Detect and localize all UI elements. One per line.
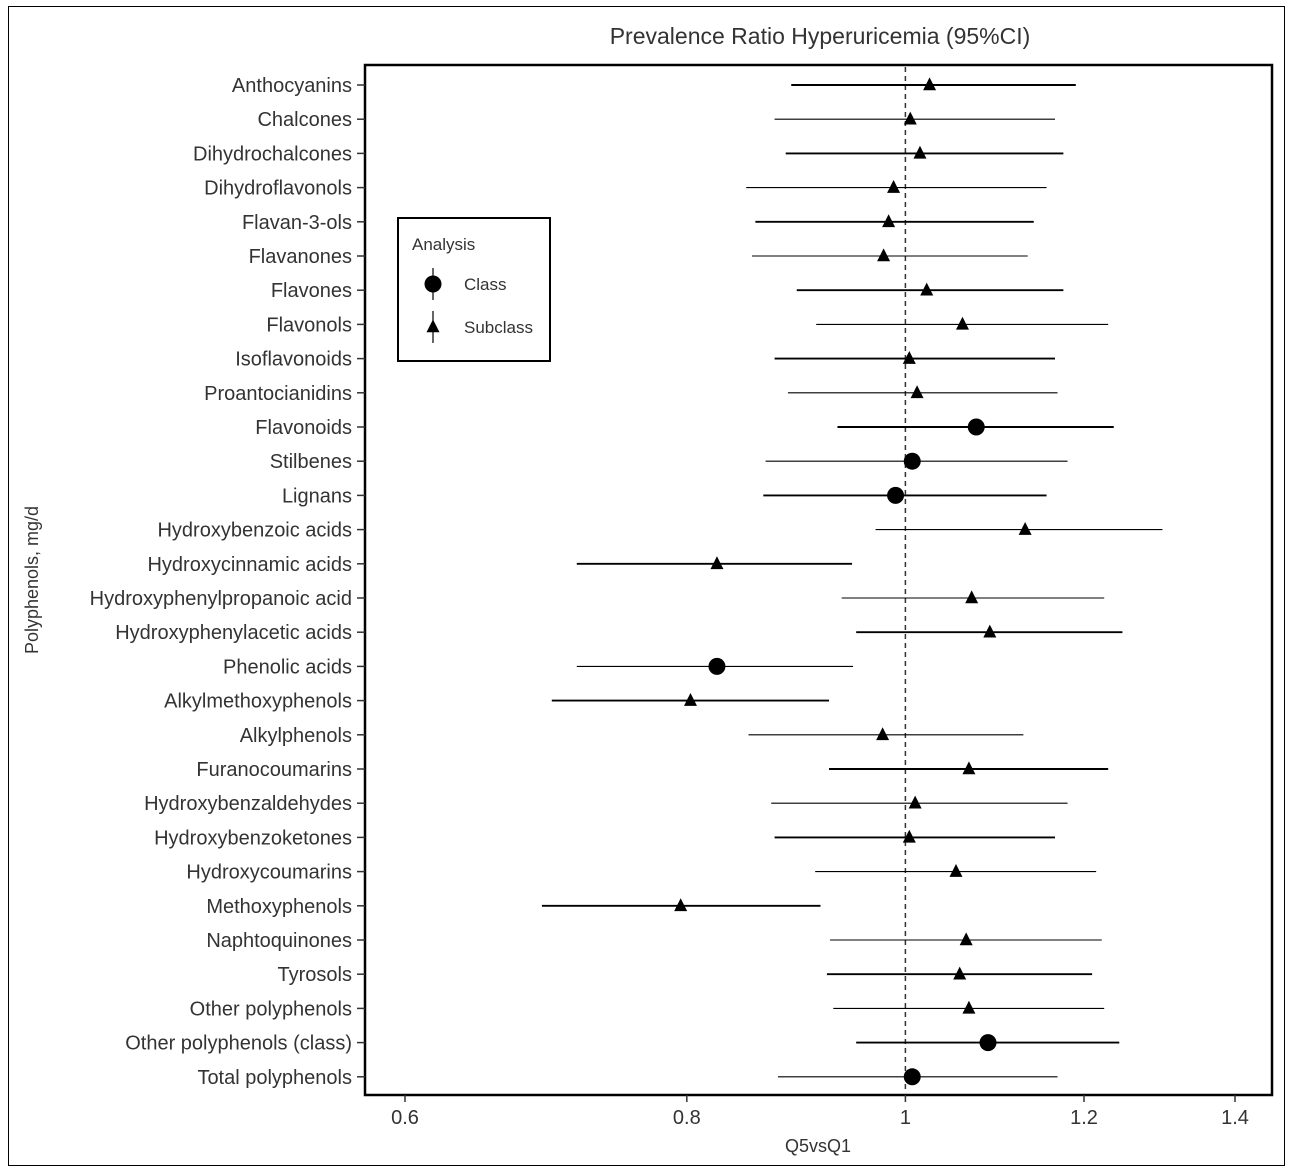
y-tick-label: Hydroxybenzaldehydes [144, 793, 352, 815]
point-estimate-triangle [949, 863, 963, 877]
y-tick-label: Flavones [271, 280, 352, 302]
y-tick-label: Flavonoids [255, 417, 352, 439]
point-estimate-triangle [887, 179, 901, 193]
legend-title: Analysis [412, 235, 475, 254]
y-tick-label: Flavan-3-ols [242, 212, 352, 234]
point-estimate-triangle [983, 624, 997, 638]
point-estimate-triangle [910, 385, 924, 399]
y-tick-label: Chalcones [257, 109, 352, 131]
point-estimate-circle [903, 452, 921, 470]
x-tick-label: 0.8 [673, 1107, 701, 1129]
point-estimate-circle [979, 1034, 997, 1052]
y-tick-label: Anthocyanins [232, 75, 352, 97]
point-estimate-triangle [903, 111, 917, 125]
legend: Analysis Class Subclass [397, 217, 551, 362]
y-tick-label: Hydroxybenzoic acids [157, 520, 352, 542]
figure-frame [8, 6, 1285, 1166]
point-estimate-triangle [902, 350, 916, 364]
y-tick-label: Alkylphenols [240, 725, 352, 747]
point-estimate-triangle [923, 77, 937, 91]
y-tick-label: Dihydroflavonols [204, 178, 352, 200]
y-tick-label: Isoflavonoids [235, 349, 352, 371]
point-estimate-circle [887, 486, 905, 504]
point-estimate-triangle [959, 932, 973, 946]
point-estimate-triangle [913, 145, 927, 159]
point-estimate-triangle [882, 214, 896, 228]
point-estimate-triangle [674, 898, 688, 912]
legend-box [397, 217, 551, 362]
y-tick-label: Hydroxyphenylpropanoic acid [90, 588, 352, 610]
y-tick-label: Flavonols [266, 314, 352, 336]
chart-title: Prevalence Ratio Hyperuricemia (95%CI) [610, 23, 1031, 49]
point-estimate-circle [708, 657, 726, 675]
point-estimate-triangle [965, 590, 979, 604]
y-tick-label: Furanocoumarins [196, 759, 352, 781]
y-tick-label: Total polyphenols [197, 1067, 352, 1089]
point-estimate-triangle [877, 248, 891, 262]
point-estimate-triangle [710, 556, 724, 570]
y-tick-label: Other polyphenols [190, 998, 352, 1020]
y-tick-label: Hydroxycoumarins [186, 862, 352, 884]
y-tick-label: Alkylmethoxyphenols [164, 691, 352, 713]
x-tick-label: 0.6 [391, 1107, 419, 1129]
point-estimate-triangle [962, 761, 976, 775]
x-tick-label: 1.4 [1221, 1107, 1249, 1129]
point-estimate-triangle [955, 316, 969, 330]
y-tick-label: Stilbenes [270, 451, 352, 473]
x-tick-label: 1 [900, 1107, 911, 1129]
x-tick-label: 1.2 [1070, 1107, 1098, 1129]
point-estimate-circle [903, 1068, 921, 1086]
y-tick-label: Other polyphenols (class) [125, 1033, 352, 1055]
x-axis-label: Q5vsQ1 [785, 1136, 851, 1156]
y-tick-label: Proantocianidins [204, 383, 352, 405]
point-estimate-circle [967, 418, 985, 436]
point-estimate-triangle [920, 282, 934, 296]
legend-label: Subclass [464, 318, 533, 337]
y-tick-label: Lignans [282, 485, 352, 507]
y-tick-label: Methoxyphenols [206, 896, 352, 918]
point-estimate-triangle [908, 795, 922, 809]
point-estimate-triangle [953, 966, 967, 980]
legend-label: Class [464, 275, 507, 294]
plot-panel [363, 63, 1274, 1097]
y-tick-label: Flavanones [249, 246, 352, 268]
legend-triangle-icon [426, 319, 440, 333]
point-estimate-triangle [876, 727, 890, 741]
y-tick-label: Tyrosols [278, 964, 352, 986]
y-tick-label: Phenolic acids [223, 656, 352, 678]
y-tick-label: Hydroxycinnamic acids [147, 554, 352, 576]
legend-circle-icon [424, 275, 442, 293]
y-tick-label: Dihydrochalcones [193, 143, 352, 165]
point-estimate-triangle [683, 692, 697, 706]
point-estimate-triangle [1018, 521, 1032, 535]
y-axis-label: Polyphenols, mg/d [22, 506, 42, 654]
y-tick-label: Naphtoquinones [206, 930, 352, 952]
y-tick-label: Hydroxyphenylacetic acids [115, 622, 352, 644]
y-tick-label: Hydroxybenzoketones [154, 827, 352, 849]
point-estimate-triangle [902, 829, 916, 843]
point-estimate-triangle [962, 1000, 976, 1014]
